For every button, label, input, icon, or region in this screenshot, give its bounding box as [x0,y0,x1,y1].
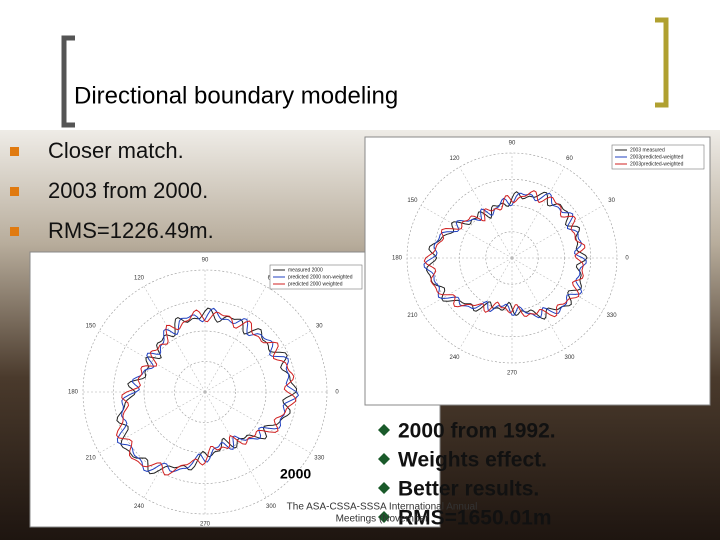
legend-box [269,264,363,290]
note-marker [378,424,390,436]
legend-entry: 2003predicted-weighted [630,161,684,167]
polar-ring [432,178,592,338]
angle-label: 330 [607,313,618,319]
polar-spoke [511,257,565,350]
angle-label: 210 [86,456,97,462]
angle-label: 90 [509,141,516,147]
polar-spoke [99,391,206,454]
angle-label: 120 [449,156,460,162]
polar-spoke [420,205,513,259]
boundary-curve [425,191,588,320]
polar-spoke [511,166,565,259]
polar-spoke [420,257,513,311]
polar-spoke [143,286,206,393]
legend-entry: 2003predicted-weighted [630,154,684,160]
note-marker [378,511,390,523]
polar-spoke [204,391,267,498]
footer-text: The ASA-CSSA-SSSA International Annual [287,502,478,513]
polar-spoke [204,391,311,454]
angle-label: 90 [202,258,209,264]
boundary-curve [423,190,586,318]
footer-text: Meetings (November [336,514,429,525]
angle-label: 210 [407,313,418,319]
note-text: 2000 from 1992. [398,420,556,443]
angle-label: 120 [134,275,145,281]
angle-label: 300 [266,504,277,510]
angle-label: 30 [316,324,323,330]
legend-entry: predicted 2000 weighted [288,281,343,287]
header-area [0,0,720,130]
legend-entry: predicted 2000 non-weighted [288,274,353,280]
legend-entry: 2003 measured [630,147,665,153]
note-text: RMS=1650.01m [398,507,552,530]
polar-ring [485,231,539,285]
note-marker [378,482,390,494]
polar-spoke [511,205,604,259]
polar-spoke [511,257,604,311]
legend-box [611,144,705,170]
content: 0306090120150180210240270300330measured … [10,136,711,530]
bullet-marker [10,227,19,236]
polar-spoke [204,330,311,393]
left-bracket [61,35,75,128]
bullet-text: 2003 from 2000. [48,178,208,203]
bullet-text: Closer match. [48,138,184,163]
angle-label: 180 [392,256,403,262]
angle-label: 240 [134,504,145,510]
angle-label: 240 [449,355,460,361]
boundary-curve [116,307,300,473]
polar-spoke [99,330,206,393]
legend-entry: measured 2000 [288,267,323,273]
plot-label: 2000 [280,466,311,482]
polar-spoke [204,286,267,393]
polar-spoke [143,391,206,498]
angle-label: 150 [407,198,418,204]
angle-label: 330 [314,456,325,462]
bullet-marker [10,147,19,156]
angle-label: 30 [608,198,615,204]
angle-label: 150 [86,324,97,330]
angle-label: 0 [335,390,339,396]
right-bracket [655,17,669,108]
angle-label: 180 [68,390,79,396]
plot-label: 2003 [643,331,676,348]
polar-spoke [459,257,513,350]
plot-box [364,136,711,406]
polar-spoke [459,166,513,259]
note-text: Better results. [398,478,539,501]
angle-label: 0 [625,256,629,262]
polar-ring [174,361,236,423]
angle-label: 270 [507,371,518,377]
note-text: Weights effect. [398,449,547,472]
boundary-curve [115,309,297,476]
angle-label: 60 [566,156,573,162]
angle-label: 270 [200,522,211,528]
angle-label: 300 [564,355,575,361]
bullet-marker [10,187,19,196]
note-marker [378,453,390,465]
bullet-text: RMS=1226.49m. [48,218,214,243]
slide-title: Directional boundary modeling [74,82,398,109]
